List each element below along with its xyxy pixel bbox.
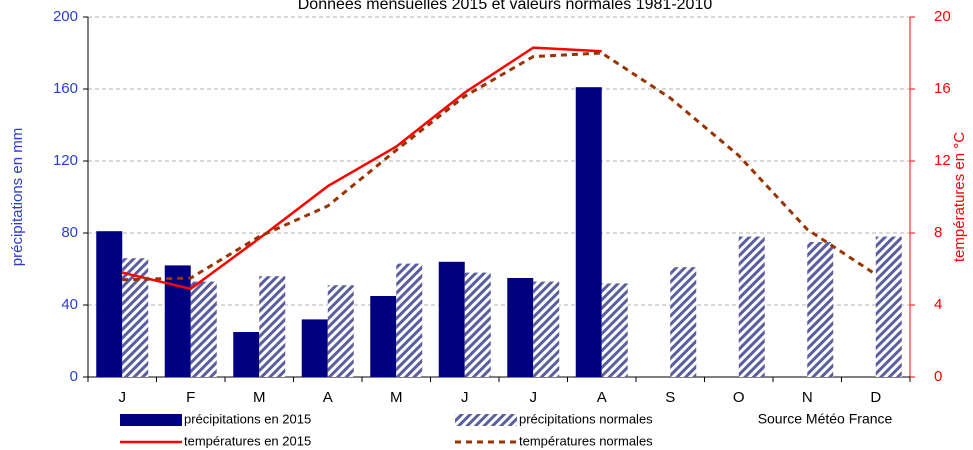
line: [122, 51, 877, 282]
line: [121, 46, 602, 291]
y-tick-label: 120: [53, 152, 78, 169]
legend-swatch: [120, 414, 182, 426]
y-tick-label: 0: [70, 368, 78, 385]
bar: [670, 267, 697, 377]
bar: [738, 236, 765, 377]
y2-tick-label: 4: [934, 296, 942, 313]
bar: [464, 272, 491, 377]
bar: [396, 263, 423, 377]
y2-tick-label: 0: [934, 368, 942, 385]
legend-label: précipitations normales: [519, 411, 653, 426]
y-tick-label: 160: [53, 80, 78, 97]
legend-swatch: [455, 414, 517, 426]
x-tick-label: J: [119, 389, 127, 406]
y2-tick-label: 8: [934, 224, 942, 241]
x-tick-label: M: [390, 389, 403, 406]
bar: [233, 332, 260, 377]
x-tick-label: F: [186, 389, 195, 406]
x-tick-label: J: [530, 389, 538, 406]
y-tick-label: 80: [61, 224, 78, 241]
x-tick-label: S: [665, 389, 675, 406]
bar: [875, 236, 902, 377]
x-tick-label: A: [597, 389, 607, 406]
x-tick-label: M: [253, 389, 266, 406]
bar: [507, 278, 534, 377]
bar: [164, 265, 191, 377]
x-tick-label: D: [870, 389, 881, 406]
chart-title: Données mensuelles 2015 et valeurs norma…: [298, 0, 713, 13]
y-axis-label: précipitations en mm: [9, 128, 26, 266]
y2-tick-label: 12: [934, 152, 951, 169]
x-tick-label: N: [802, 389, 813, 406]
bar: [533, 281, 560, 377]
bar: [301, 319, 328, 377]
y2-tick-label: 20: [934, 8, 951, 25]
bar: [601, 283, 628, 377]
x-tick-label: O: [733, 389, 745, 406]
x-tick-label: A: [323, 389, 333, 406]
legend-label: températures en 2015: [184, 433, 311, 448]
bar: [96, 231, 123, 377]
bar: [807, 242, 834, 377]
source-note: Source Météo France: [758, 411, 893, 427]
y-tick-label: 200: [53, 8, 78, 25]
y-tick-label: 40: [61, 296, 78, 313]
x-tick-label: J: [461, 389, 469, 406]
legend-label: précipitations en 2015: [184, 411, 311, 426]
bar: [370, 296, 397, 377]
legend-label: températures normales: [519, 433, 653, 448]
bar: [438, 261, 465, 377]
bar: [575, 87, 602, 377]
bar: [190, 281, 217, 377]
bar: [327, 285, 354, 377]
y2-axis-label: températures en °C: [951, 132, 968, 262]
y2-tick-label: 16: [934, 80, 951, 97]
bar: [259, 276, 286, 377]
